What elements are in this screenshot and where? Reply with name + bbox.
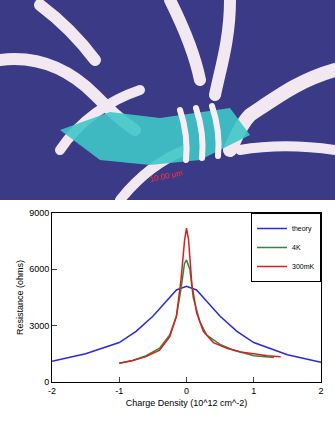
svg-text:-2: -2 — [48, 386, 56, 396]
svg-text:4K: 4K — [292, 244, 301, 251]
svg-text:1: 1 — [251, 386, 256, 396]
svg-text:2: 2 — [318, 386, 323, 396]
svg-text:theory: theory — [292, 225, 312, 233]
svg-text:6000: 6000 — [29, 264, 49, 274]
svg-text:300mK: 300mK — [292, 263, 315, 270]
svg-text:10.00 μm: 10.00 μm — [149, 168, 184, 184]
svg-text:9000: 9000 — [29, 208, 49, 218]
svg-text:-1: -1 — [115, 386, 123, 396]
svg-text:Resistance (ohms): Resistance (ohms) — [15, 260, 25, 335]
svg-text:Charge Density (10^12 cm^-2): Charge Density (10^12 cm^-2) — [126, 398, 248, 408]
svg-text:3000: 3000 — [29, 321, 49, 331]
svg-text:0: 0 — [44, 377, 49, 387]
svg-text:0: 0 — [184, 386, 189, 396]
